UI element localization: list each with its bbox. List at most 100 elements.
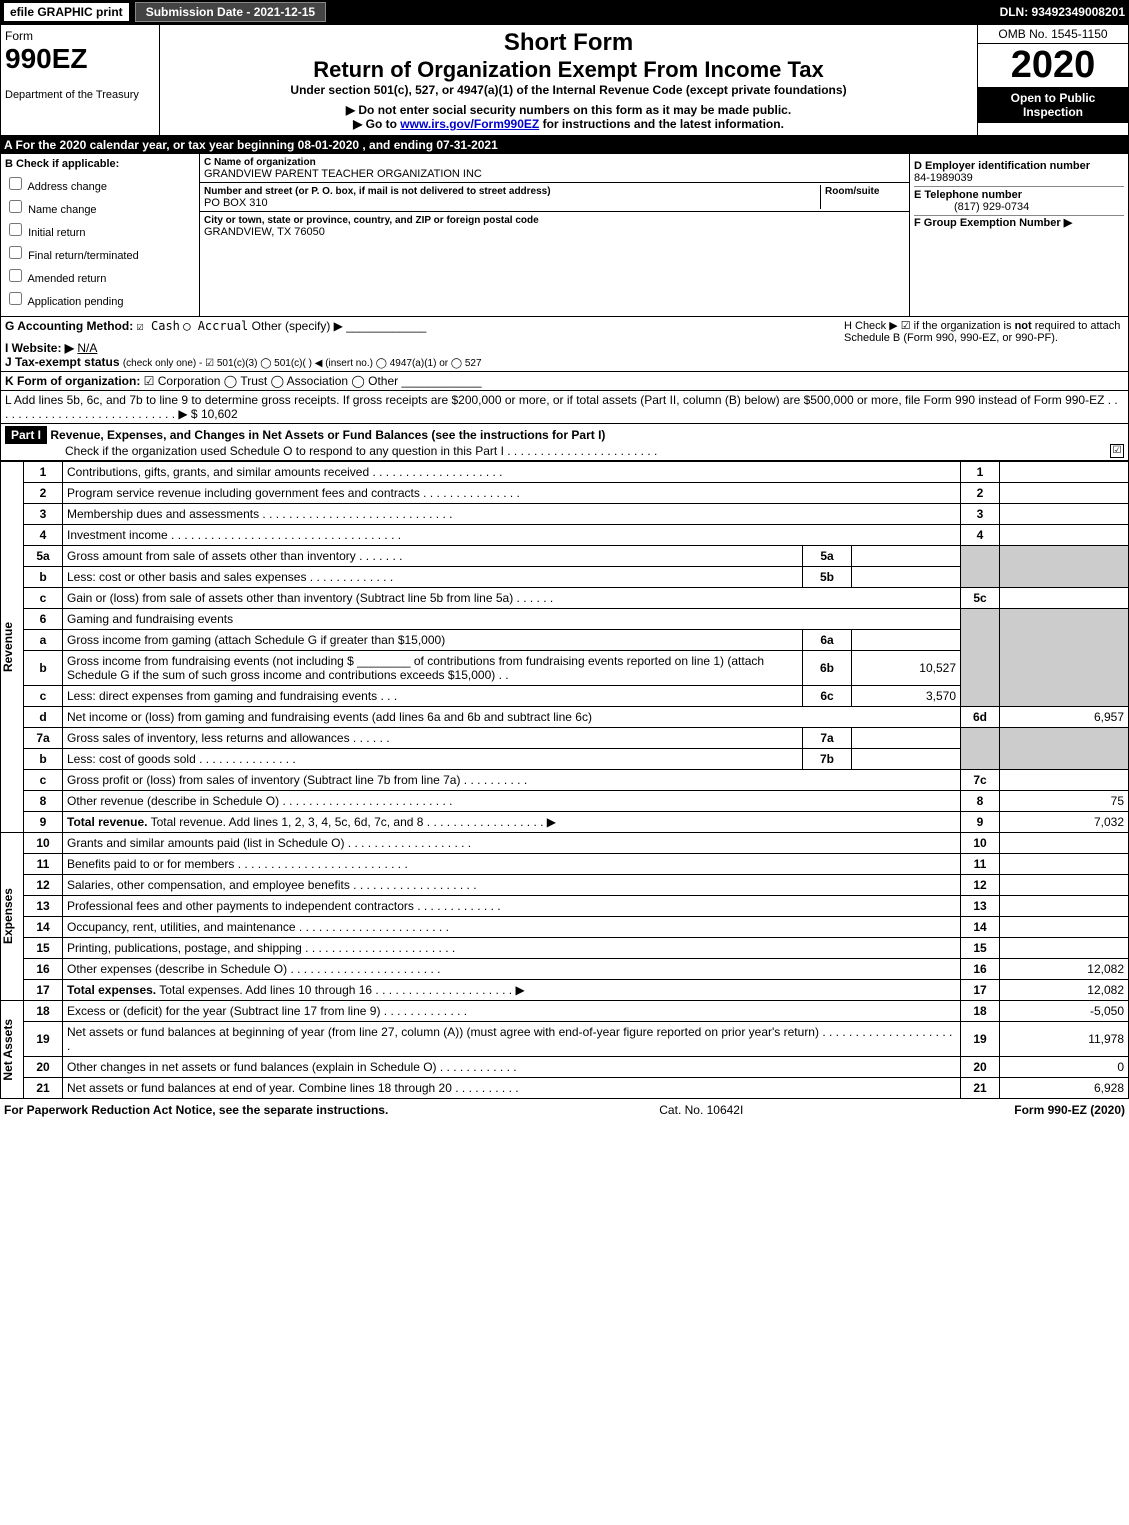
line-6c-num: c [24,686,63,707]
footer-center: Cat. No. 10642I [659,1103,743,1117]
line-16-box: 16 [961,959,1000,980]
line-7c-desc: Gross profit or (loss) from sales of inv… [63,770,961,791]
shade-5 [961,546,1000,588]
line-7b-num: b [24,749,63,770]
line-17-box: 17 [961,980,1000,1001]
line-12-box: 12 [961,875,1000,896]
line-10-box: 10 [961,833,1000,854]
line-15-desc: Printing, publications, postage, and shi… [63,938,961,959]
e-label: E Telephone number [914,189,1022,201]
line-1-desc: Contributions, gifts, grants, and simila… [63,462,961,483]
line-20-desc: Other changes in net assets or fund bala… [63,1057,961,1078]
line-4-desc: Investment income . . . . . . . . . . . … [63,525,961,546]
line-5c-amt [1000,588,1129,609]
line-11-box: 11 [961,854,1000,875]
line-5a-desc: Gross amount from sale of assets other t… [63,546,803,567]
line-5a-inbox: 5a [803,546,852,567]
cb-name-change[interactable]: Name change [5,197,195,216]
line-12-desc: Salaries, other compensation, and employ… [63,875,961,896]
line-16-num: 16 [24,959,63,980]
ein: 84-1989039 [914,172,973,184]
footer-right: Form 990-EZ (2020) [1014,1103,1125,1117]
line-8-amt: 75 [1000,791,1129,812]
line-6d-box: 6d [961,707,1000,728]
line-18-amt: -5,050 [1000,1001,1129,1022]
section-b-label: B Check if applicable: [5,158,195,170]
cb-address-change[interactable]: Address change [5,174,195,193]
cb-amended-return[interactable]: Amended return [5,266,195,285]
g-cash[interactable]: ☑ Cash [137,319,180,333]
line-7a-num: 7a [24,728,63,749]
line-17-num: 17 [24,980,63,1001]
line-5b-inbox: 5b [803,567,852,588]
line-16-desc: Other expenses (describe in Schedule O) … [63,959,961,980]
line-2-box: 2 [961,483,1000,504]
line-1-amt [1000,462,1129,483]
line-11-desc: Benefits paid to or for members . . . . … [63,854,961,875]
part1-label: Part I [5,426,47,444]
line-5b-num: b [24,567,63,588]
line-14-desc: Occupancy, rent, utilities, and maintena… [63,917,961,938]
line-10-num: 10 [24,833,63,854]
line-21-box: 21 [961,1078,1000,1099]
line-11-amt [1000,854,1129,875]
line-5c-num: c [24,588,63,609]
line-5a-num: 5a [24,546,63,567]
line-7a-inbox: 7a [803,728,852,749]
g-other[interactable]: Other (specify) ▶ [252,319,343,333]
line-6b-desc: Gross income from fundraising events (no… [63,651,803,686]
line-9-num: 9 [24,812,63,833]
section-k: K Form of organization: ☑ Corporation ◯ … [0,372,1129,391]
irs-link[interactable]: www.irs.gov/Form990EZ [400,117,539,131]
c-addr-label: Number and street (or P. O. box, if mail… [204,186,551,197]
line-4-amt [1000,525,1129,546]
line-19-desc: Net assets or fund balances at beginning… [63,1022,961,1057]
line-7b-desc: Less: cost of goods sold . . . . . . . .… [63,749,803,770]
shade-7b [1000,728,1129,770]
cb-final-return[interactable]: Final return/terminated [5,243,195,262]
line-17-amt: 12,082 [1000,980,1129,1001]
return-title: Return of Organization Exempt From Incom… [164,57,973,83]
line-16-amt: 12,082 [1000,959,1129,980]
line-6a-num: a [24,630,63,651]
shade-6b [1000,609,1129,707]
g-accrual[interactable]: ◯ Accrual [183,319,248,333]
open-to-public: Open to Public Inspection [978,87,1128,123]
notice-ssn: ▶ Do not enter social security numbers o… [164,103,973,117]
j-rest: (check only one) - ☑ 501(c)(3) ◯ 501(c)(… [123,358,482,369]
line-15-amt [1000,938,1129,959]
part1-header-row: Part I Revenue, Expenses, and Changes in… [0,424,1129,461]
f-label: F Group Exemption Number ▶ [914,217,1072,229]
room-label: Room/suite [825,186,879,197]
line-12-num: 12 [24,875,63,896]
notice-link-row: ▶ Go to www.irs.gov/Form990EZ for instru… [164,117,973,131]
line-7c-box: 7c [961,770,1000,791]
line-6c-inamt: 3,570 [852,686,961,707]
cb-initial-return[interactable]: Initial return [5,220,195,239]
g-h-block: G Accounting Method: ☑ Cash ◯ Accrual Ot… [0,317,1129,372]
line-18-box: 18 [961,1001,1000,1022]
part1-checkbox[interactable]: ☑ [1110,444,1124,458]
line-6d-amt: 6,957 [1000,707,1129,728]
org-info-row: B Check if applicable: Address change Na… [0,154,1129,317]
h-not: not [1015,320,1032,332]
line-7a-inamt [852,728,961,749]
org-city: GRANDVIEW, TX 76050 [204,226,325,238]
line-6a-desc: Gross income from gaming (attach Schedul… [63,630,803,651]
org-address: PO BOX 310 [204,197,268,209]
line-9-desc: Total revenue. Total revenue. Add lines … [63,812,961,833]
dept-label: Department of the Treasury [5,89,155,101]
line-5a-inamt [852,546,961,567]
org-name: GRANDVIEW PARENT TEACHER ORGANIZATION IN… [204,168,482,180]
vlabel-expenses: Expenses [1,888,23,944]
k-label: K Form of organization: [5,374,140,388]
line-6d-num: d [24,707,63,728]
section-b: B Check if applicable: Address change Na… [1,154,200,316]
cb-application-pending[interactable]: Application pending [5,289,195,308]
line-11-num: 11 [24,854,63,875]
g-label: G Accounting Method: [5,319,133,333]
efile-label[interactable]: efile GRAPHIC print [4,3,129,21]
vlabel-revenue: Revenue [1,622,23,672]
line-6b-num: b [24,651,63,686]
part1-title: Revenue, Expenses, and Changes in Net As… [50,428,605,442]
